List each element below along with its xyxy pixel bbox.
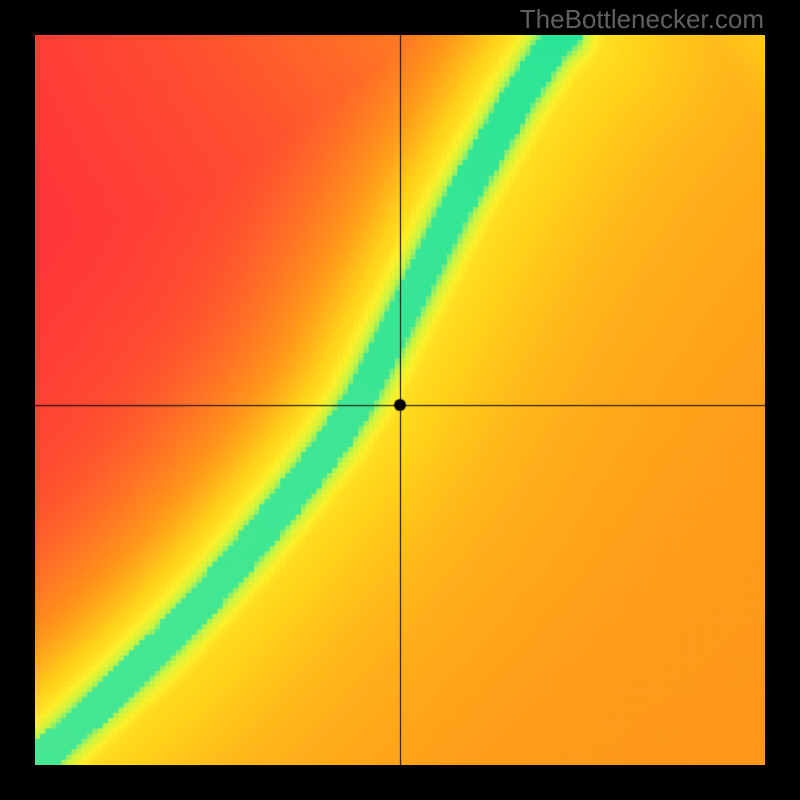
bottleneck-heatmap bbox=[35, 35, 765, 765]
chart-container: TheBottlenecker.com bbox=[0, 0, 800, 800]
watermark-text: TheBottlenecker.com bbox=[520, 4, 764, 35]
